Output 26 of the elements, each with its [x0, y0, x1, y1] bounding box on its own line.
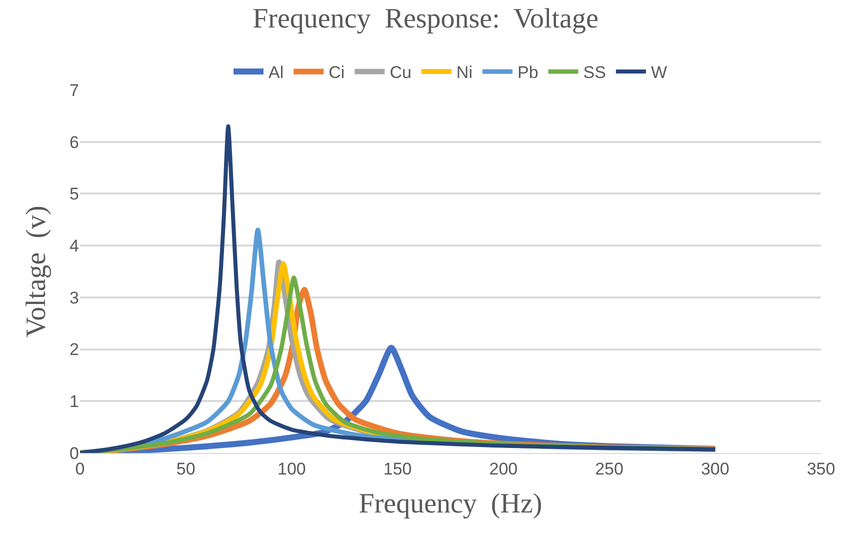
legend-label: SS: [583, 63, 606, 82]
legend-label: Cu: [390, 63, 412, 82]
y-tick-label: 6: [70, 132, 79, 152]
x-tick-label: 350: [806, 459, 836, 478]
y-tick-label: 3: [70, 288, 79, 308]
x-tick-label: 250: [595, 459, 624, 478]
x-tick-label: 150: [383, 459, 412, 478]
line-series: [80, 124, 718, 453]
x-tick-label: 50: [176, 459, 196, 478]
x-tick-label: 200: [489, 459, 518, 478]
legend-label: Pb: [517, 63, 538, 82]
y-tick-label: 4: [70, 236, 79, 256]
x-tick-label: 300: [700, 459, 730, 478]
x-axis-title: Frequency (Hz): [358, 488, 542, 520]
y-axis-title: Voltage (v): [21, 206, 52, 338]
x-tick-label: 100: [278, 459, 306, 478]
chart-title: Frequency Response: Voltage: [252, 4, 598, 35]
y-tick-label: 1: [70, 392, 79, 412]
y-tick-label: 2: [70, 340, 79, 360]
y-tick-label: 7: [70, 80, 79, 100]
legend-label: W: [650, 63, 668, 82]
y-tick-label: 5: [70, 184, 79, 204]
legend-label: Al: [268, 63, 284, 82]
legend-label: Ni: [456, 63, 472, 82]
legend-label: Ci: [328, 63, 345, 82]
y-tick-label: 0: [70, 444, 79, 463]
